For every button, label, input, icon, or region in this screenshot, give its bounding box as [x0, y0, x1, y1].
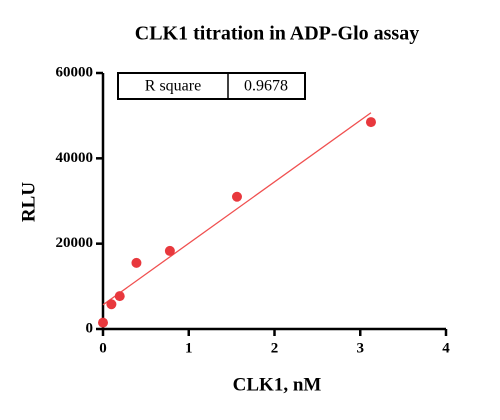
x-tick-label: 2 [271, 340, 279, 356]
y-tick-label: 20000 [56, 235, 94, 251]
point [131, 257, 142, 268]
x-tick-label: 1 [185, 340, 193, 356]
point [365, 117, 376, 128]
point [231, 191, 242, 202]
point [98, 317, 108, 328]
chart-title: CLK1 titration in ADP-Glo assay [135, 23, 419, 45]
stats-value: 0.9678 [244, 78, 288, 95]
point [114, 291, 125, 302]
y-tick-label: 0 [86, 320, 94, 336]
x-axis-label: CLK1, nM [233, 374, 322, 395]
stats-label: R square [145, 78, 201, 95]
point [164, 245, 175, 256]
stats-box [117, 72, 306, 100]
fit-line [102, 112, 372, 306]
point [106, 299, 117, 310]
x-tick-label: 4 [442, 340, 450, 356]
x-tick-label: 3 [357, 340, 365, 356]
y-tick-label: 60000 [56, 64, 94, 80]
x-tick-label: 0 [99, 340, 107, 356]
y-axis-label: RLU [18, 182, 39, 222]
y-tick-label: 40000 [56, 150, 94, 166]
